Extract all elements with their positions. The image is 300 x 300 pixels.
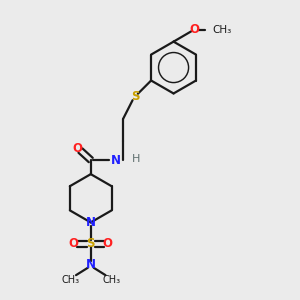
- Text: S: S: [131, 90, 139, 103]
- Text: O: O: [73, 142, 82, 155]
- Text: O: O: [103, 237, 113, 250]
- Text: CH₃: CH₃: [212, 25, 232, 35]
- Text: N: N: [86, 258, 96, 271]
- Text: CH₃: CH₃: [61, 274, 79, 285]
- Text: H: H: [131, 154, 140, 164]
- Text: S: S: [86, 237, 95, 250]
- Text: N: N: [111, 154, 121, 166]
- Text: N: N: [86, 216, 96, 229]
- Text: CH₃: CH₃: [102, 274, 120, 285]
- Text: O: O: [69, 237, 79, 250]
- Text: O: O: [189, 23, 199, 36]
